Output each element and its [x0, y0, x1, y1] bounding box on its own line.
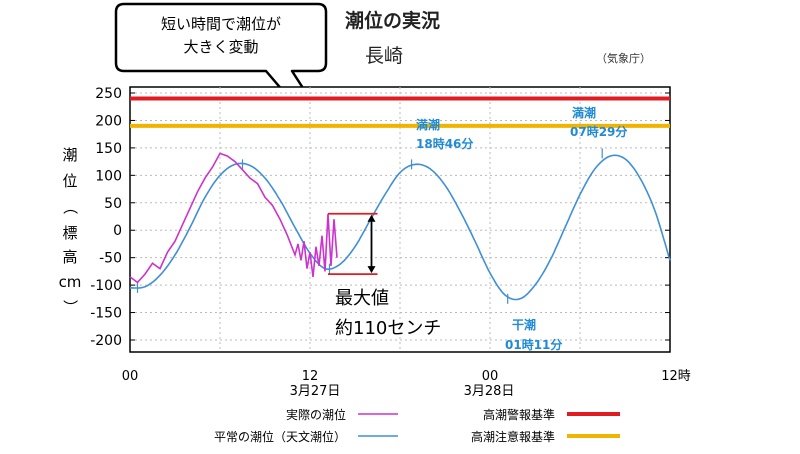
legend-normal-label: 平常の潮位（天文潮位）	[214, 429, 346, 444]
x-tick-label: 12	[302, 369, 319, 384]
y-axis-label-char: 標	[62, 224, 77, 242]
high-tide-1-time: 18時46分	[416, 136, 473, 151]
range-arrow-head-up	[367, 214, 376, 222]
y-axis-ticks: -200 -150 -100 -50 0 50 100 150 200 250	[90, 86, 670, 349]
y-tick-label: -200	[90, 333, 122, 349]
y-tick-label: 250	[95, 86, 122, 102]
normal-tide-line	[129, 154, 671, 301]
legend: 実際の潮位 平常の潮位（天文潮位） 高潮警報基準 高潮注意報基準	[214, 407, 620, 444]
max-range-marker	[328, 212, 378, 276]
legend-actual-label: 実際の潮位	[286, 407, 346, 422]
x-tick-label: 00	[122, 369, 139, 384]
y-tick-label: 150	[95, 141, 122, 157]
y-tick-label: 100	[95, 168, 122, 184]
y-tick-label: -150	[90, 306, 122, 322]
y-axis-label-char: ）	[61, 299, 79, 314]
high-tide-2-label: 満潮	[572, 105, 596, 120]
low-tide-label: 干潮	[512, 317, 536, 332]
chart-subtitle: 長崎	[365, 45, 403, 67]
y-axis-label: 潮位 （ 標高 cm ）	[59, 146, 82, 315]
normal-tide-markers	[136, 148, 603, 304]
y-tick-label: -100	[90, 278, 122, 294]
grid	[130, 87, 670, 352]
y-tick-label: -50	[99, 251, 122, 267]
y-tick-label: 0	[113, 223, 122, 239]
range-arrow-head-down	[367, 266, 376, 274]
legend-warning-label: 高潮警報基準	[483, 407, 555, 422]
legend-caution-label: 高潮注意報基準	[471, 429, 555, 444]
callout-line2: 大きく変動	[183, 38, 258, 56]
y-axis-label-char: （	[61, 199, 79, 214]
max-value-amount: 約110センチ	[335, 318, 441, 339]
date-label-2: 3月28日	[464, 384, 515, 399]
low-tide-time: 01時11分	[505, 337, 562, 352]
x-tick-label: 00	[482, 369, 499, 384]
max-value-label: 最大値	[335, 288, 389, 309]
y-tick-label: 50	[104, 196, 122, 212]
x-tick-label: 12時	[661, 369, 691, 384]
source-label: （気象庁）	[596, 51, 651, 65]
high-tide-1-label: 満潮	[416, 117, 440, 132]
actual-tide-line	[129, 152, 338, 284]
y-axis-label-char: cm	[59, 273, 82, 291]
y-tick-label: 200	[95, 113, 122, 129]
y-axis-label-char: 位	[62, 172, 77, 190]
y-axis-label-char: 潮	[62, 146, 77, 164]
date-label-1: 3月27日	[290, 384, 341, 399]
y-axis-label-char: 高	[62, 248, 77, 266]
chart-title: 潮位の実況	[345, 9, 440, 32]
x-axis-ticks: 00 12 00 12時	[122, 369, 691, 384]
high-tide-2-time: 07時29分	[570, 124, 627, 139]
callout-line1: 短い時間で潮位が	[161, 15, 281, 33]
